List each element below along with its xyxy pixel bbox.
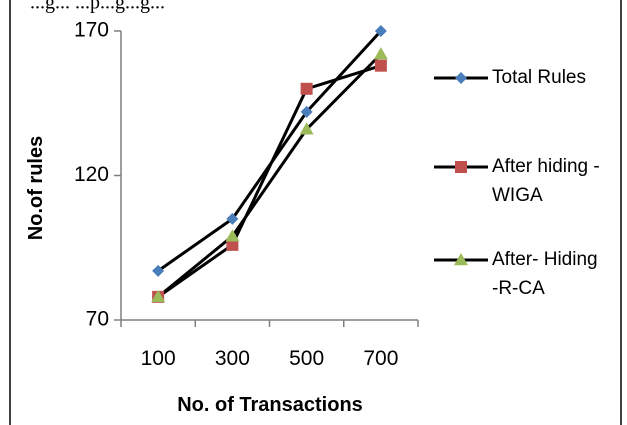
x-tick-label: 500 — [289, 347, 324, 370]
legend-label-2: After hiding - — [492, 156, 600, 177]
series-line-2 — [157, 64, 382, 299]
series-1-point — [152, 264, 165, 277]
series-lines — [157, 29, 382, 299]
y-tick-label: 70 — [86, 308, 109, 331]
legend-label-3: After- Hiding — [492, 249, 598, 270]
series-1-point — [226, 212, 239, 225]
y-axis-ticks: 70 120 170 — [74, 19, 121, 331]
series-1-point — [374, 25, 387, 37]
x-axis-ticks: 100 300 500 700 — [120, 320, 419, 370]
y-tick-label: 170 — [74, 19, 109, 42]
series-2-point — [300, 82, 313, 95]
series-markers — [151, 25, 388, 303]
legend-marker-2 — [455, 161, 467, 173]
caption-fragment: ...g... ...p...g...g... — [30, 0, 165, 14]
x-tick-label: 700 — [363, 347, 398, 370]
series-2-point — [374, 59, 387, 72]
series-3-point — [373, 47, 388, 60]
series-2-point — [226, 238, 239, 251]
legend-label-3: -R-CA — [492, 278, 545, 299]
legend-label-1: Total Rules — [492, 67, 586, 88]
series-1-point — [300, 105, 313, 118]
y-tick-label: 120 — [74, 163, 109, 186]
y-axis-title: No.of rules — [25, 136, 47, 240]
legend-marker-3 — [454, 253, 468, 266]
x-tick-label: 100 — [141, 347, 176, 370]
legend: Total Rules After hiding - WIGA After- Hidi… — [434, 67, 600, 299]
series-3-point — [225, 229, 240, 242]
series-line-1 — [157, 29, 382, 273]
series-3-point — [299, 122, 314, 135]
series-3-point — [151, 289, 166, 303]
legend-label-2: WIGA — [492, 185, 543, 206]
x-tick-label: 300 — [215, 347, 250, 370]
series-line-3 — [157, 53, 382, 299]
x-axis-title: No. of Transactions — [177, 394, 363, 416]
legend-marker-1 — [455, 72, 467, 84]
